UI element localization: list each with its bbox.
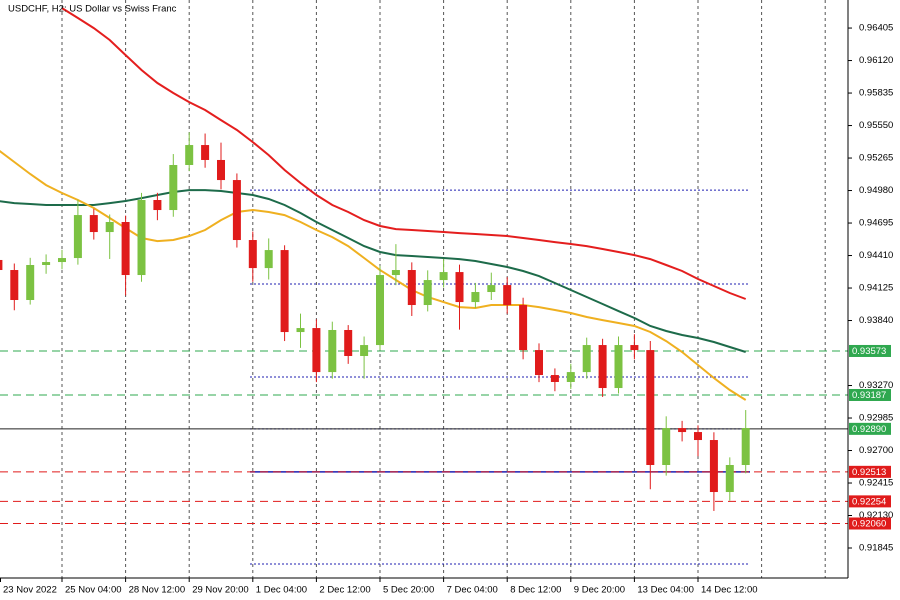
candle-body — [741, 428, 750, 465]
x-tick-label: 14 Dec 12:00 — [701, 585, 758, 596]
candle-body — [566, 372, 575, 382]
candle-body — [328, 329, 337, 373]
y-tick-label: 0.94980 — [859, 185, 893, 196]
x-tick-label: 9 Dec 20:00 — [574, 585, 625, 596]
candle-body — [487, 285, 496, 293]
x-tick-label: 28 Nov 12:00 — [129, 585, 186, 596]
candle-body — [503, 285, 512, 306]
y-tick-label: 0.93270 — [859, 380, 893, 391]
price-level-tag — [849, 517, 891, 530]
y-tick-label: 0.92700 — [859, 445, 893, 456]
candle-body — [201, 145, 210, 160]
candle-body — [344, 329, 353, 356]
price-level-label: 0.93187 — [852, 390, 886, 401]
candle-body — [455, 272, 464, 303]
candle-body — [582, 345, 591, 373]
chart-title: USDCHF, H2: US Dollar vs Swiss Franc — [8, 4, 177, 15]
candle-body — [153, 200, 162, 211]
price-level-label: 0.92890 — [852, 424, 886, 435]
x-tick-label: 5 Dec 20:00 — [383, 585, 434, 596]
candle-body — [185, 145, 194, 165]
price-level-label: 0.92060 — [852, 519, 886, 530]
x-tick-label: 8 Dec 12:00 — [510, 585, 561, 596]
candle-body — [105, 222, 114, 233]
y-tick-label: 0.95265 — [859, 153, 893, 164]
x-tick-label: 29 Nov 20:00 — [192, 585, 249, 596]
candle-body — [26, 264, 35, 301]
y-tick-label: 0.96120 — [859, 55, 893, 66]
x-tick-label: 1 Dec 04:00 — [256, 585, 307, 596]
candle-body — [550, 375, 559, 382]
candle-body — [58, 258, 66, 263]
candle-body — [264, 250, 273, 269]
candle-body — [662, 428, 671, 465]
y-tick-label: 0.94695 — [859, 218, 893, 229]
x-tick-label: 23 Nov 2022 — [3, 585, 57, 596]
marks-layer — [0, 7, 750, 511]
price-level-tag — [849, 422, 891, 435]
candle-body — [73, 215, 82, 259]
x-tick-label: 2 Dec 12:00 — [319, 585, 370, 596]
candle-body — [217, 159, 225, 181]
price-level-label: 0.92254 — [852, 496, 886, 507]
y-tick-label: 0.95835 — [859, 88, 893, 99]
price-level-tag — [849, 465, 891, 478]
candle-body — [360, 345, 369, 356]
y-tick-label: 0.93840 — [859, 315, 893, 326]
x-tick-label: 25 Nov 04:00 — [65, 585, 122, 596]
candle-body — [312, 328, 321, 373]
candle-body — [232, 180, 241, 241]
candle-body — [535, 350, 543, 376]
candle-body — [296, 328, 305, 333]
candle-body — [646, 350, 655, 465]
y-tick-label: 0.95550 — [859, 120, 893, 131]
candle-body — [630, 345, 639, 351]
candle-body — [694, 432, 702, 441]
candle-body — [280, 250, 289, 333]
candle-body — [248, 240, 257, 269]
candle-body — [423, 280, 432, 306]
candle-body — [678, 428, 687, 433]
candle-body — [0, 259, 3, 271]
x-tick-label: 13 Dec 04:00 — [637, 585, 694, 596]
candle-body — [169, 164, 178, 211]
candle-body — [42, 262, 51, 265]
y-tick-label: 0.96405 — [859, 23, 893, 34]
candle-body — [439, 272, 448, 281]
price-level-label: 0.93573 — [852, 346, 886, 357]
y-tick-label: 0.94125 — [859, 283, 893, 294]
x-tick-label: 7 Dec 04:00 — [447, 585, 498, 596]
y-tick-label: 0.91845 — [859, 543, 893, 554]
candle-body — [376, 275, 384, 346]
price-level-tag — [849, 344, 891, 357]
candle-body — [471, 292, 480, 303]
price-level-label: 0.92513 — [852, 467, 886, 478]
y-tick-label: 0.92130 — [859, 510, 893, 521]
candle-body — [10, 270, 19, 301]
candle-body — [614, 345, 623, 389]
moving-average — [0, 189, 746, 353]
candle-body — [137, 200, 146, 276]
axis-layer: 0.96405 0.96120 0.95835 0.95550 0.95265 0.949… — [0, 23, 893, 596]
price-level-tag — [849, 388, 891, 401]
candle-body — [725, 464, 734, 493]
y-tick-label: 0.92985 — [859, 413, 893, 424]
y-tick-label: 0.94410 — [859, 250, 893, 261]
objects-layer — [0, 189, 848, 565]
candle-body — [391, 270, 400, 276]
candle-body — [709, 440, 718, 493]
candle-body — [89, 215, 98, 233]
candle-body — [598, 345, 607, 389]
candle-body — [519, 305, 528, 351]
price-level-tag — [849, 495, 891, 508]
moving-average — [61, 7, 747, 300]
candle-body — [407, 270, 416, 306]
candle-body — [121, 222, 130, 276]
y-tick-label: 0.92415 — [859, 478, 893, 489]
